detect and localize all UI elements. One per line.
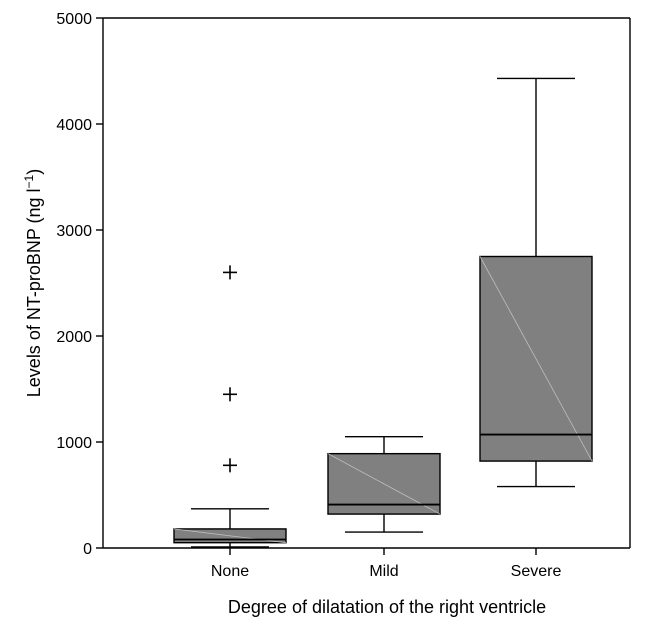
box-series [173,77,593,548]
y-axis-title-close: ) [24,169,44,175]
box-none [173,265,287,548]
y-axis-title: Levels of NT-proBNP (ng l−1) [22,169,44,397]
y-tick-label: 4000 [56,117,92,134]
y-axis-ticks: 0 1000 2000 3000 4000 5000 [56,11,103,558]
x-axis-title: Degree of dilatation of the right ventri… [228,597,546,617]
x-tick-label: Mild [369,563,398,580]
plot-frame [102,17,631,549]
x-tick-label: Severe [511,563,562,580]
y-tick-label: 2000 [56,329,92,346]
y-axis-title-superscript: −1 [22,174,36,188]
y-tick-label: 3000 [56,223,92,240]
y-tick-label: 1000 [56,435,92,452]
box-mild [327,436,441,533]
y-tick-label: 5000 [56,11,92,28]
y-tick-label: 0 [83,541,92,558]
box-diagonal-artifact [479,256,593,462]
y-axis-title-main: Levels of NT-proBNP (ng l [24,188,44,397]
x-tick-label: None [211,563,249,580]
x-axis-ticks: None Mild Severe [211,548,562,580]
box-severe [479,77,593,488]
